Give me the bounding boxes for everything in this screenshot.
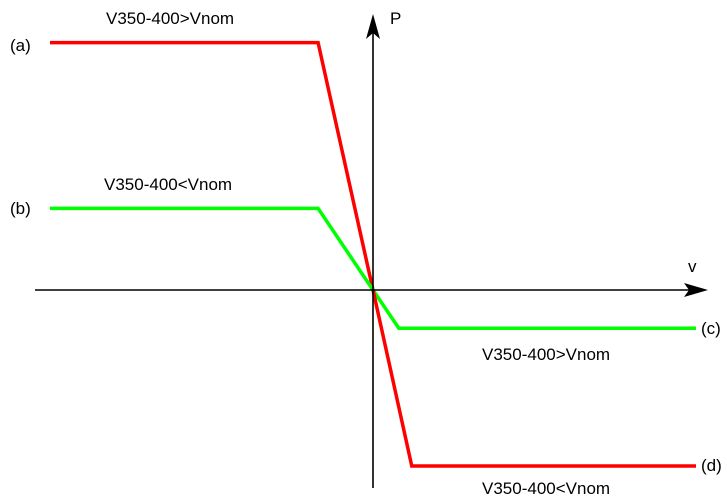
series-line-c — [371, 289, 696, 330]
series-layer — [50, 40, 696, 468]
series-tag-c: (c) — [701, 319, 721, 338]
series-tag-b: (b) — [10, 199, 31, 218]
x-axis-arrow-icon — [684, 283, 708, 297]
series-line-b — [50, 206, 375, 291]
series-tag-a: (a) — [10, 36, 31, 55]
series-annotation-a: V350-400>Vnom — [106, 9, 234, 28]
series-line-a — [50, 40, 375, 291]
series-annotation-c: V350-400>Vnom — [482, 345, 610, 364]
y-axis-label: P — [390, 9, 401, 28]
series-annotation-d: V350-400<Vnom — [482, 479, 610, 498]
y-axis-arrow-icon — [366, 14, 380, 39]
axes-layer: v P — [35, 9, 708, 488]
series-line-d — [371, 289, 696, 468]
series-tag-d: (d) — [701, 456, 722, 475]
x-axis-label: v — [688, 257, 697, 276]
label-layer: (a) V350-400>Vnom (b) V350-400<Vnom (c) V350-… — [10, 9, 722, 498]
series-annotation-b: V350-400<Vnom — [104, 175, 232, 194]
